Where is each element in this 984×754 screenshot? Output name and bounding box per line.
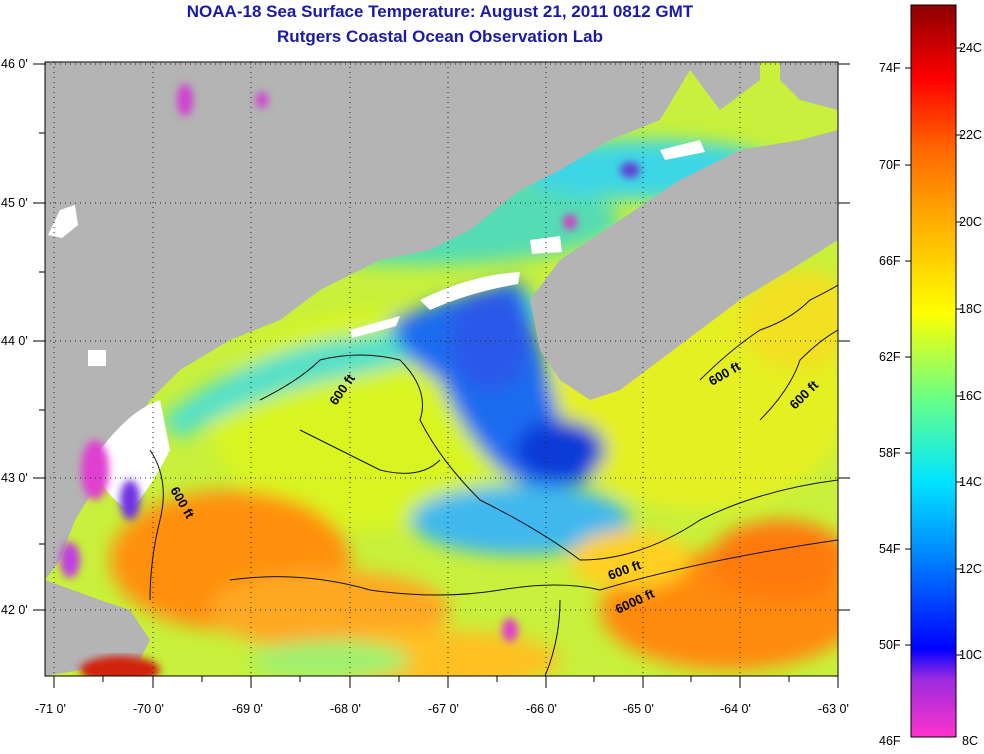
- x-tick-label: -69 0': [232, 702, 263, 716]
- x-tick-label: -70 0': [133, 702, 164, 716]
- x-tick-label: -66 0': [526, 702, 557, 716]
- celsius-label: 14C: [959, 475, 982, 489]
- colorbar-fahrenheit-labels: 74F 70F 66F 62F 58F 54F 50F 46F: [879, 61, 901, 748]
- map-title: NOAA-18 Sea Surface Temperature: August …: [186, 2, 694, 21]
- colorbar: [910, 4, 957, 738]
- map-plot-area: 600 ft 600 ft 600 ft 600 ft 600 ft 6000 …: [45, 62, 838, 676]
- celsius-label: 22C: [959, 128, 982, 142]
- x-tick-label: -67 0': [428, 702, 459, 716]
- y-tick-label: 42 0': [1, 603, 28, 617]
- fahrenheit-label: 46F: [879, 734, 901, 748]
- celsius-label: 12C: [959, 562, 982, 576]
- warm-patch: [80, 656, 160, 676]
- x-tick-label: -65 0': [623, 702, 654, 716]
- colorbar-ticks: [905, 47, 962, 656]
- y-tick-label: 44 0': [1, 334, 28, 348]
- fahrenheit-label: 66F: [879, 254, 901, 268]
- celsius-label: 18C: [959, 302, 982, 316]
- plot-frame: [44, 61, 839, 677]
- axis-ticks: [33, 63, 850, 688]
- map-subtitle: Rutgers Coastal Ocean Observation Lab: [277, 27, 603, 46]
- celsius-label: 16C: [959, 389, 982, 403]
- y-tick-label: 45 0': [1, 196, 28, 210]
- fahrenheit-label: 58F: [879, 446, 901, 460]
- fahrenheit-label: 62F: [879, 350, 901, 364]
- y-axis-labels: 46 0' 45 0' 44 0' 43 0' 42 0': [1, 57, 28, 617]
- bathymetry-contours: [149, 284, 838, 676]
- x-axis-labels: -71 0' -70 0' -69 0' -68 0' -67 0' -66 0…: [35, 702, 849, 716]
- x-tick-label: -64 0': [720, 702, 751, 716]
- fahrenheit-label: 70F: [879, 158, 901, 172]
- fahrenheit-label: 74F: [879, 61, 901, 75]
- graticule: [45, 62, 838, 676]
- x-tick-label: -68 0': [330, 702, 361, 716]
- celsius-label: 10C: [959, 648, 982, 662]
- fahrenheit-label: 54F: [879, 542, 901, 556]
- celsius-label: 20C: [959, 215, 982, 229]
- x-tick-label: -71 0': [35, 702, 66, 716]
- cold-specks: [60, 84, 640, 642]
- y-tick-label: 46 0': [1, 57, 28, 71]
- fahrenheit-label: 50F: [879, 638, 901, 652]
- celsius-label: 8C: [962, 734, 978, 748]
- y-tick-label: 43 0': [1, 471, 28, 485]
- colorbar-celsius-labels: 24C 22C 20C 18C 16C 14C 12C 10C 8C: [959, 41, 982, 748]
- x-tick-label: -63 0': [818, 702, 849, 716]
- land-areas: [45, 62, 838, 676]
- celsius-label: 24C: [959, 41, 982, 55]
